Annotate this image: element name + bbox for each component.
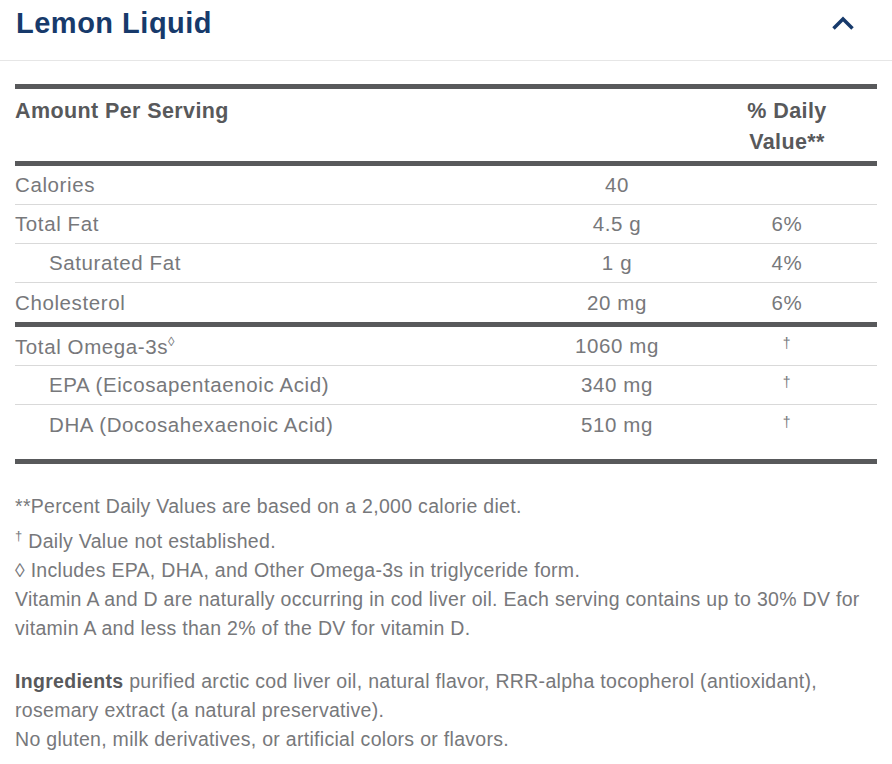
nutrient-label: Calories bbox=[15, 173, 537, 197]
nutrient-amount: 1060 mg bbox=[537, 334, 697, 358]
chevron-up-icon[interactable] bbox=[831, 16, 855, 35]
nutrient-daily-value: 6% bbox=[697, 212, 877, 236]
table-row: Saturated Fat1 g4% bbox=[15, 244, 877, 283]
supplement-facts-panel: Amount Per Serving % Daily Value** Calor… bbox=[0, 84, 892, 754]
thick-rule bbox=[15, 459, 877, 464]
table-row: EPA (Eicosapentaenoic Acid)340 mg † bbox=[15, 366, 877, 405]
accordion-title: Lemon Liquid bbox=[16, 6, 212, 40]
nutrient-amount: 40 bbox=[537, 173, 697, 197]
table-row: Total Omega-3s◊1060 mg † bbox=[15, 327, 877, 366]
footnotes: **Percent Daily Values are based on a 2,… bbox=[15, 492, 877, 643]
ingredients-section: Ingredients purified arctic cod liver oi… bbox=[15, 667, 877, 754]
daily-value-header: % Daily Value** bbox=[697, 96, 877, 158]
accordion-header[interactable]: Lemon Liquid bbox=[0, 0, 892, 61]
nutrient-amount: 510 mg bbox=[537, 413, 697, 437]
nutrient-daily-value: † bbox=[697, 373, 877, 397]
footnote-line: **Percent Daily Values are based on a 2,… bbox=[15, 492, 877, 521]
lozenge-symbol: ◊ bbox=[168, 334, 174, 349]
amount-per-serving-header: Amount Per Serving bbox=[15, 96, 697, 127]
footnote-line: ◊ Includes EPA, DHA, and Other Omega-3s … bbox=[15, 556, 877, 585]
nutrient-label: Saturated Fat bbox=[15, 251, 537, 275]
nutrient-daily-value: † bbox=[697, 413, 877, 437]
nutrient-group-omegas: Total Omega-3s◊1060 mg†EPA (Eicosapentae… bbox=[15, 327, 877, 444]
nutrient-amount: 4.5 g bbox=[537, 212, 697, 236]
nutrient-label: Total Omega-3s◊ bbox=[15, 334, 537, 359]
table-row: DHA (Docosahexaenoic Acid)510 mg † bbox=[15, 405, 877, 444]
ingredients-label: Ingredients bbox=[15, 670, 123, 692]
dagger-symbol: † bbox=[783, 374, 791, 390]
nutrient-daily-value: 6% bbox=[697, 291, 877, 315]
table-row: Calories40 bbox=[15, 166, 877, 205]
dagger-symbol: † bbox=[783, 335, 791, 351]
daily-value-header-text: % Daily Value** bbox=[737, 96, 837, 158]
nutrient-label: EPA (Eicosapentaenoic Acid) bbox=[15, 373, 537, 397]
allergen-note: No gluten, milk derivatives, or artifici… bbox=[15, 725, 877, 754]
ingredients-text: purified arctic cod liver oil, natural f… bbox=[15, 670, 817, 721]
ingredients-paragraph: Ingredients purified arctic cod liver oi… bbox=[15, 667, 877, 725]
nutrient-label: DHA (Docosahexaenoic Acid) bbox=[15, 413, 537, 437]
dagger-symbol: † bbox=[15, 528, 23, 543]
nutrient-amount: 1 g bbox=[537, 251, 697, 275]
table-header-row: Amount Per Serving % Daily Value** bbox=[15, 89, 877, 161]
nutrient-daily-value: 4% bbox=[697, 251, 877, 275]
nutrient-daily-value: † bbox=[697, 334, 877, 358]
nutrient-label: Cholesterol bbox=[15, 291, 537, 315]
nutrient-amount: 20 mg bbox=[537, 291, 697, 315]
nutrient-group-macros: Calories40Total Fat4.5 g6%Saturated Fat1… bbox=[15, 166, 877, 322]
nutrient-amount: 340 mg bbox=[537, 373, 697, 397]
footnote-line: Vitamin A and D are naturally occurring … bbox=[15, 585, 877, 643]
nutrient-label: Total Fat bbox=[15, 212, 537, 236]
table-row: Cholesterol20 mg6% bbox=[15, 283, 877, 322]
footnote-line: † Daily Value not established. bbox=[15, 521, 877, 556]
dagger-symbol: † bbox=[783, 414, 791, 430]
table-row: Total Fat4.5 g6% bbox=[15, 205, 877, 244]
